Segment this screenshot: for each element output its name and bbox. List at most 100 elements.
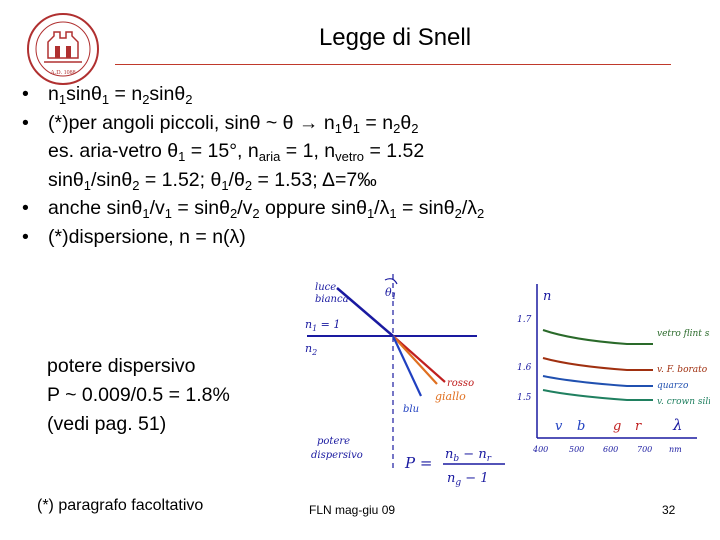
text: /λ bbox=[374, 197, 390, 219]
x-tick-label: 400 bbox=[532, 445, 548, 454]
text: sinθ bbox=[66, 83, 102, 105]
page-number: 32 bbox=[662, 503, 676, 517]
bullet-small-angles: • (*)per angoli piccoli, sinθ ~ θ → n1θ1… bbox=[22, 109, 712, 138]
text: sinθ bbox=[149, 83, 186, 105]
text: /v bbox=[149, 197, 165, 219]
text: = sinθ bbox=[396, 197, 455, 219]
bullet-marker: • bbox=[22, 111, 29, 134]
n-symbol: n bbox=[445, 447, 453, 462]
footer-course: FLN mag-giu 09 bbox=[309, 503, 396, 517]
title-underline bbox=[115, 64, 671, 65]
subscript: 1 bbox=[58, 92, 67, 107]
subscript: 1 bbox=[366, 206, 375, 221]
n2-label: n2 bbox=[305, 342, 317, 357]
x-unit-label: nm bbox=[669, 445, 682, 454]
subscript: 1 bbox=[101, 92, 110, 107]
text: = 1.52; θ bbox=[139, 168, 222, 191]
n-symbol: n bbox=[447, 471, 455, 486]
n-symbol: n bbox=[478, 447, 486, 462]
blue-label: blu bbox=[403, 404, 419, 415]
angle-arc bbox=[384, 278, 398, 285]
text: = n bbox=[109, 83, 143, 105]
P-equals: P = bbox=[404, 454, 432, 472]
university-seal-logo: A.D. 1088 bbox=[27, 13, 99, 85]
text: = 1, n bbox=[280, 140, 336, 162]
bullet-list: • n1sinθ1 = n2sinθ2 • (*)per angoli picc… bbox=[22, 80, 712, 251]
text: es. aria-vetro θ bbox=[48, 140, 179, 162]
n-symbol: n bbox=[305, 318, 312, 331]
red-ray bbox=[392, 335, 446, 383]
dispersion-figure: luce bianca θ1 n1 = 1 n2 rosso giallo bl… bbox=[297, 272, 710, 498]
subscript: r bbox=[487, 454, 492, 464]
minus: − bbox=[459, 447, 478, 462]
color-letter-g: g bbox=[613, 419, 621, 434]
text: n bbox=[48, 83, 59, 105]
dispersive-value: P ~ 0.009/0.5 = 1.8% bbox=[47, 384, 230, 406]
subscript: 1 bbox=[352, 120, 361, 136]
subscript: 1 bbox=[392, 292, 397, 301]
curve-flint-borate bbox=[542, 357, 653, 371]
text: = 15°, n bbox=[185, 140, 259, 162]
n-symbol: n bbox=[305, 342, 312, 355]
y-tick-label: 1.6 bbox=[517, 363, 532, 373]
x-tick-label: 700 bbox=[637, 445, 652, 454]
text: (*)per angoli piccoli, sinθ ~ θ → n bbox=[48, 111, 335, 134]
text: = 1.53; Δ=7‰ bbox=[252, 168, 377, 191]
red-label: rosso bbox=[447, 378, 474, 389]
subscript: 2 bbox=[476, 206, 485, 221]
text: /sinθ bbox=[91, 168, 133, 191]
bullet-marker: • bbox=[22, 225, 29, 248]
subscript: 1 bbox=[178, 149, 186, 164]
svg-text:A.D. 1088: A.D. 1088 bbox=[50, 70, 75, 76]
theta1-label: θ1 bbox=[385, 286, 397, 301]
y-tick-label: 1.5 bbox=[517, 393, 532, 403]
refraction-diagram: luce bianca θ1 n1 = 1 n2 rosso giallo bl… bbox=[305, 274, 505, 488]
subscript: 1 bbox=[312, 324, 317, 333]
footnote: (*) paragrafo facoltativo bbox=[37, 497, 204, 514]
n-vs-lambda-graph: n 1.7 1.6 1.5 vetro flint silicato v. F.… bbox=[517, 284, 710, 454]
text: = 1.52 bbox=[364, 140, 425, 162]
bullet-marker: • bbox=[22, 197, 29, 219]
bullet-snell-law: • n1sinθ1 = n2sinθ2 bbox=[22, 80, 712, 109]
text: oppure sinθ bbox=[259, 197, 367, 219]
subscript: 2 bbox=[142, 92, 150, 107]
x-tick-label: 500 bbox=[569, 445, 584, 454]
text: = sinθ bbox=[171, 197, 230, 219]
minus-one: − 1 bbox=[461, 471, 488, 486]
lambda-axis-label: λ bbox=[672, 416, 683, 434]
subscript: 2 bbox=[185, 92, 193, 107]
subscript: 1 bbox=[164, 206, 172, 221]
subscript: 2 bbox=[311, 348, 317, 357]
color-letter-r: r bbox=[635, 419, 642, 434]
dispersivo-label: dispersivo bbox=[311, 450, 363, 461]
subscript: b bbox=[453, 454, 459, 464]
curve-quartz bbox=[542, 375, 653, 387]
blue-ray bbox=[392, 335, 422, 397]
y-axis-label: n bbox=[543, 289, 551, 304]
subscript: 2 bbox=[252, 206, 260, 221]
n1-label: n1 = 1 bbox=[305, 318, 340, 333]
subscript: 2 bbox=[393, 120, 401, 136]
bullet-velocity-wavelength: • anche sinθ1/v1 = sinθ2/v2 oppure sinθ1… bbox=[22, 194, 712, 223]
theta-symbol: θ bbox=[385, 286, 392, 299]
text: θ bbox=[341, 111, 353, 134]
legend-quartz: quarzo bbox=[657, 381, 689, 391]
dispersive-power-block: potere dispersivo P ~ 0.009/0.5 = 1.8% (… bbox=[47, 352, 230, 439]
color-letter-v: v bbox=[555, 419, 563, 434]
curve-flint-silicate bbox=[542, 329, 653, 345]
text: /λ bbox=[461, 197, 477, 219]
legend-crown-silicate: v. crown silicato bbox=[657, 397, 710, 407]
color-letter-b: b bbox=[577, 419, 585, 434]
yellow-label: giallo bbox=[435, 390, 466, 403]
incident-ray bbox=[336, 287, 394, 337]
example-air-glass: es. aria-vetro θ1 = 15°, naria = 1, nvet… bbox=[22, 137, 712, 166]
fraction-denominator: ng − 1 bbox=[447, 471, 489, 488]
text: θ bbox=[400, 111, 412, 134]
bullet-marker: • bbox=[22, 83, 29, 105]
dispersive-title: potere dispersivo bbox=[47, 355, 196, 377]
fraction-numerator: nb − nr bbox=[445, 447, 492, 464]
y-tick-label: 1.7 bbox=[517, 315, 532, 325]
subscript: g bbox=[455, 478, 461, 488]
text: sinθ bbox=[48, 168, 84, 191]
text: anche sinθ bbox=[48, 197, 143, 219]
